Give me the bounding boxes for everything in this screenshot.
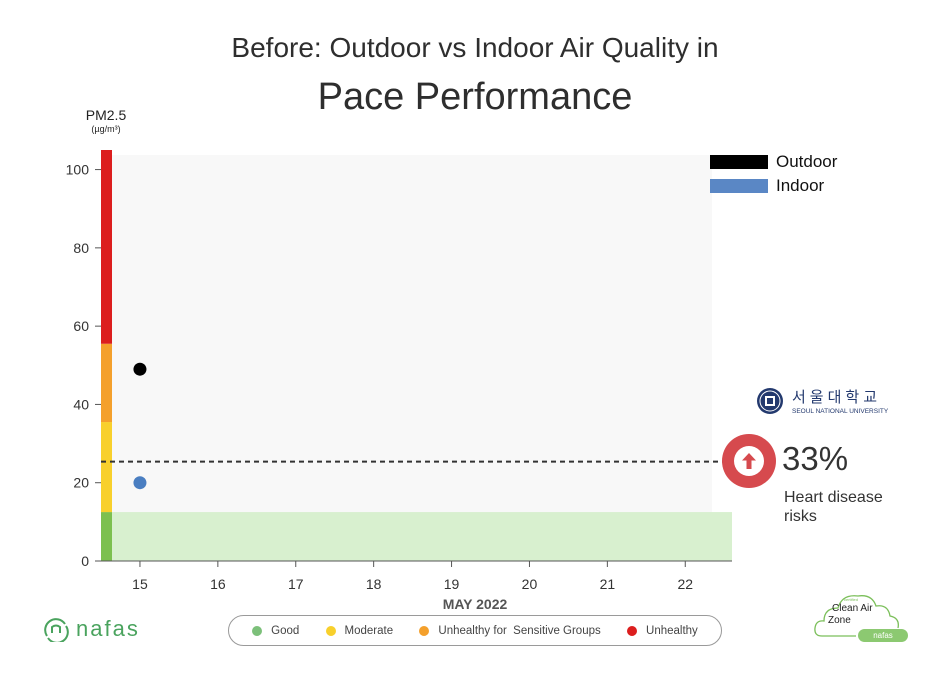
aqi-legend-label: Moderate	[344, 624, 394, 637]
y-tick-label: 40	[73, 396, 89, 412]
badge-tiny-text: certified	[844, 597, 859, 602]
aqi-legend-good: Good	[252, 625, 299, 637]
badge-text-line1: Clean Air	[832, 603, 873, 614]
y-tick-label: 20	[73, 475, 89, 491]
aqi-legend-moderate: Moderate	[325, 624, 394, 637]
y-tick-label: 60	[73, 318, 89, 334]
aqi-legend-label: Unhealthy	[646, 624, 698, 637]
legend-item-outdoor: Outdoor	[710, 150, 837, 174]
clean-air-zone-badge: certified Clean Air Zone nafas	[812, 588, 912, 648]
legend-item-indoor: Indoor	[710, 174, 837, 198]
y-axis-unit: (µg/m³)	[91, 124, 121, 134]
cloud-icon	[814, 595, 899, 637]
aqi-legend-unhealthy: Unhealthy	[627, 625, 698, 637]
y-tick-label: 0	[81, 553, 89, 569]
university-name-korean: 서울대학교	[792, 388, 882, 406]
y-axis-label: PM2.5	[85, 107, 127, 123]
chart-title-line2: Pace Performance	[317, 76, 633, 118]
aqi-scale-segment	[101, 422, 112, 513]
badge-text-line2: Zone	[828, 615, 851, 626]
legend-swatch-outdoor	[710, 155, 768, 169]
nafas-logo: nafas	[42, 616, 140, 642]
series-legend: Outdoor Indoor	[710, 150, 837, 198]
sensitive-dot-icon	[419, 625, 430, 636]
legend-label-outdoor: Outdoor	[776, 152, 838, 171]
x-tick-label: 15	[132, 576, 148, 592]
y-tick-label: 80	[73, 240, 89, 256]
aqi-scale-segment	[101, 512, 112, 561]
unhealthy-dot-icon	[627, 625, 638, 636]
badge-text: Clean Air Zone	[828, 603, 873, 627]
good-range-band	[112, 512, 732, 561]
x-tick-label: 16	[210, 576, 226, 592]
university-name-english: SEOUL NATIONAL UNIVERSITY	[792, 408, 889, 415]
legend-swatch-indoor	[710, 179, 768, 193]
x-axis-title: MAY 2022	[443, 596, 508, 612]
moderate-dot-icon	[325, 625, 336, 636]
aqi-legend-label: Good	[271, 624, 300, 637]
y-tick-label: 100	[66, 162, 90, 178]
aqi-legend-sensitive: Unhealthy for Sensitive Groups	[419, 624, 601, 637]
data-point-outdoor	[133, 362, 147, 376]
aqi-scale-segment	[101, 150, 112, 344]
aqi-legend: Good Moderate Unhealthy for Sensitive Gr…	[228, 615, 722, 646]
nafas-logo-text: nafas	[76, 616, 140, 641]
legend-label-indoor: Indoor	[776, 176, 825, 195]
x-tick-label: 18	[366, 576, 382, 592]
callout-percent: 33%	[782, 440, 849, 477]
aqi-scale-segment	[101, 343, 112, 423]
increase-badge	[722, 434, 776, 488]
arrow-up-icon	[734, 446, 764, 476]
nafas-logo-icon	[44, 618, 69, 642]
x-tick-label: 20	[522, 576, 538, 592]
x-tick-label: 19	[444, 576, 460, 592]
x-tick-label: 17	[288, 576, 304, 592]
data-point-indoor	[133, 476, 147, 490]
plot-background	[112, 155, 712, 561]
aqi-legend-label: Unhealthy for Sensitive Groups	[438, 624, 601, 637]
good-dot-icon	[252, 625, 263, 636]
chart-title-line1: Before: Outdoor vs Indoor Air Quality in	[231, 32, 719, 63]
badge-pill: nafas	[858, 629, 908, 642]
university-logo: 서울대학교 SEOUL NATIONAL UNIVERSITY	[756, 386, 888, 415]
x-tick-label: 21	[600, 576, 616, 592]
callout-text: Heart disease risks	[784, 489, 883, 525]
x-tick-label: 22	[677, 576, 693, 592]
university-seal-icon	[757, 387, 783, 414]
